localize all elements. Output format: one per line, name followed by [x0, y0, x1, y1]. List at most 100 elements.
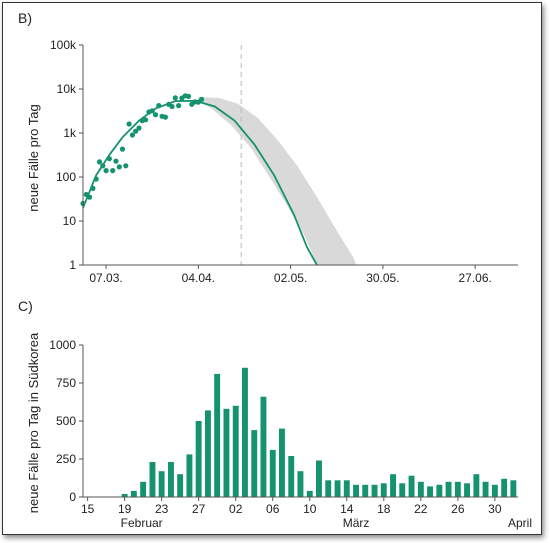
- bar: [334, 480, 341, 497]
- bar: [149, 462, 156, 497]
- y-tick-label: 500: [56, 414, 76, 428]
- month-label: Februar: [121, 516, 163, 530]
- data-point: [96, 159, 103, 165]
- data-point: [199, 96, 205, 102]
- x-tick-label: 07.03.: [89, 271, 122, 285]
- x-tick-label: 02.05.: [274, 271, 307, 285]
- data-point: [152, 112, 159, 118]
- data-point: [156, 103, 162, 109]
- x-tick-label: 19: [118, 502, 132, 516]
- panel-c-label: C): [18, 298, 33, 314]
- data-point: [136, 125, 142, 131]
- bar: [510, 480, 517, 497]
- x-tick-label: 27.06.: [458, 271, 491, 285]
- panel-c: C) neue Fälle pro Tag in Südkorea 0 250 50…: [18, 298, 532, 530]
- data-point: [116, 164, 122, 170]
- data-point: [143, 117, 149, 123]
- month-label: April: [508, 516, 532, 530]
- panel-c-bars: [121, 367, 517, 497]
- bar: [501, 478, 508, 497]
- bar: [380, 483, 387, 497]
- bar: [223, 408, 230, 497]
- bar: [242, 367, 248, 497]
- data-point: [162, 114, 168, 120]
- bar: [130, 490, 137, 497]
- data-point: [87, 194, 93, 200]
- y-tick-label: 250: [56, 452, 76, 466]
- bar: [436, 484, 443, 497]
- data-point: [103, 168, 109, 174]
- bar: [371, 484, 378, 497]
- data-point: [93, 176, 99, 182]
- data-point: [172, 95, 178, 101]
- bar: [297, 471, 304, 497]
- bar: [186, 454, 193, 497]
- bar: [427, 486, 433, 497]
- bar: [343, 480, 350, 497]
- y-tick-label: 1k: [63, 126, 77, 140]
- panel-c-axes: 0 250 500 750 1000 15 19 23 27 02 06 10 14 18 22 26 30 Fe…: [49, 338, 532, 530]
- bar: [121, 494, 128, 497]
- bar: [399, 483, 406, 497]
- bar: [158, 471, 165, 497]
- bar: [482, 481, 489, 497]
- x-tick-label: 15: [81, 502, 95, 516]
- x-tick-label: 23: [155, 502, 169, 516]
- bar: [288, 456, 295, 497]
- y-tick-label: 750: [56, 376, 76, 390]
- y-tick-label: 10k: [57, 82, 77, 96]
- x-tick-label: 02: [229, 502, 243, 516]
- x-tick-label: 14: [340, 502, 354, 516]
- bar: [269, 449, 276, 497]
- bar: [325, 480, 332, 497]
- bar: [251, 430, 258, 497]
- y-tick-label: 10: [63, 214, 77, 228]
- bar: [195, 421, 202, 497]
- month-label: März: [343, 516, 370, 530]
- panel-c-y-axis-label: neue Fälle pro Tag in Südkorea: [26, 332, 41, 513]
- panel-b: B) neue Fälle pro Tag 1 10 100 1k 10k 100k 07.…: [18, 10, 518, 285]
- bar: [491, 484, 498, 497]
- x-tick-label: 06: [266, 502, 280, 516]
- bar: [473, 474, 480, 497]
- bar: [362, 484, 369, 497]
- data-point: [129, 132, 135, 138]
- bar: [316, 460, 322, 497]
- data-point: [149, 108, 155, 114]
- x-tick-label: 26: [451, 502, 465, 516]
- bar: [353, 484, 359, 497]
- bar: [279, 428, 285, 497]
- x-tick-label: 30: [488, 502, 502, 516]
- data-point: [123, 163, 129, 169]
- x-tick-label: 30.05.: [366, 271, 399, 285]
- bar: [445, 481, 452, 497]
- bar: [454, 481, 461, 497]
- bar: [168, 462, 174, 497]
- bar: [260, 396, 267, 497]
- data-point: [113, 158, 119, 164]
- x-tick-label: 10: [303, 502, 317, 516]
- data-point: [169, 103, 175, 110]
- bar: [390, 474, 396, 497]
- figure: B) neue Fälle pro Tag 1 10 100 1k 10k 100k 07.…: [2, 2, 542, 535]
- data-point: [100, 163, 106, 169]
- data-point: [185, 93, 192, 99]
- data-point: [176, 103, 182, 109]
- panel-b-label: B): [18, 10, 32, 26]
- bar: [417, 481, 424, 497]
- data-point: [119, 146, 126, 152]
- bar: [214, 373, 221, 497]
- y-tick-label: 1000: [49, 338, 76, 352]
- bar: [140, 481, 147, 497]
- bar: [205, 410, 211, 497]
- bar: [177, 474, 184, 497]
- data-point: [90, 185, 96, 191]
- y-tick-label: 1: [69, 258, 76, 272]
- panel-b-data-points: [80, 93, 205, 207]
- bar: [232, 405, 239, 497]
- figure-svg: B) neue Fälle pro Tag 1101001k10k100k07.…: [18, 10, 532, 530]
- data-point: [126, 121, 132, 127]
- bar: [408, 475, 415, 497]
- y-tick-label: 0: [69, 490, 76, 504]
- panel-b-y-axis-label: neue Fälle pro Tag: [26, 104, 41, 211]
